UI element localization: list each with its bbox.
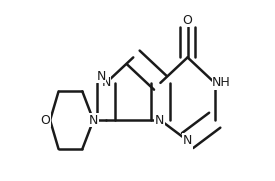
Text: N: N [101,76,111,89]
Text: O: O [40,114,50,127]
Text: N: N [96,70,106,83]
Text: N: N [89,114,98,127]
Text: N: N [183,137,192,150]
Text: O: O [183,14,192,27]
Text: N: N [183,134,192,147]
Text: N: N [155,114,164,127]
Text: NH: NH [212,76,231,89]
